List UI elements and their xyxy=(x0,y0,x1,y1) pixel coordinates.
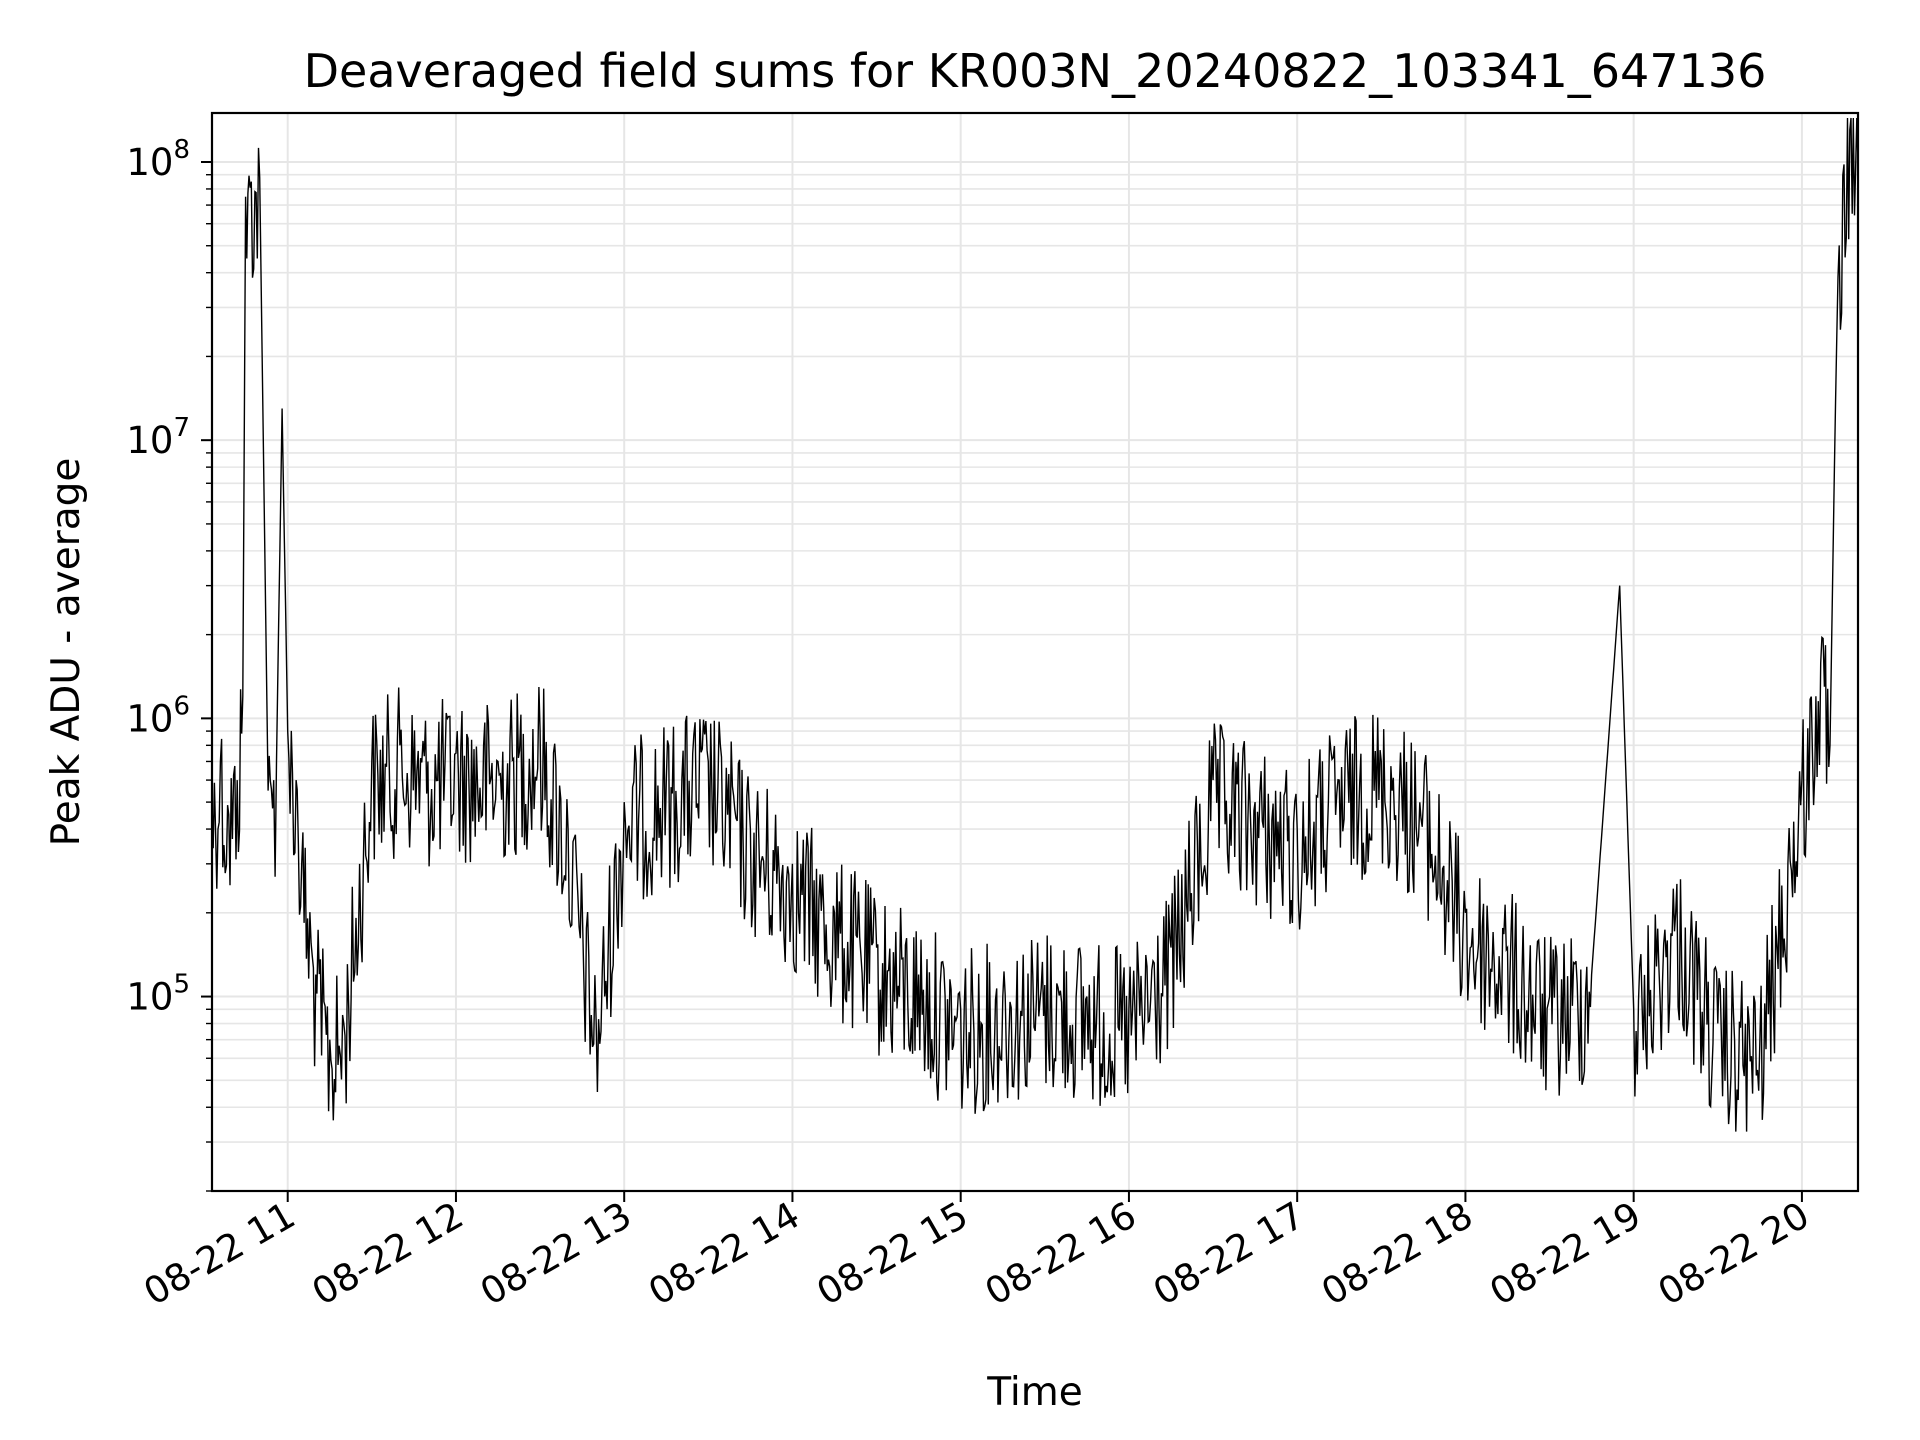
x-tick-label: 08-22 18 xyxy=(1314,1194,1480,1314)
x-tick-label: 08-22 16 xyxy=(978,1194,1144,1314)
y-tick-label: 108 xyxy=(126,135,190,184)
y-tick-label-exponent: 7 xyxy=(173,413,190,443)
y-tick-label: 105 xyxy=(126,970,190,1019)
x-tick-label: 08-22 12 xyxy=(305,1194,471,1314)
chart-title: Deaveraged field sums for KR003N_2024082… xyxy=(304,44,1767,98)
series-line xyxy=(211,117,1859,1132)
y-tick-label-exponent: 5 xyxy=(173,970,190,1000)
x-axis-title: Time xyxy=(986,1370,1082,1415)
y-tick-label-base: 10 xyxy=(126,141,173,184)
y-tick-label-base: 10 xyxy=(126,697,173,740)
y-tick-label-exponent: 8 xyxy=(173,135,190,165)
x-tick-label: 08-22 13 xyxy=(473,1194,639,1314)
y-tick-label: 106 xyxy=(126,691,190,740)
x-tick-label: 08-22 17 xyxy=(1146,1194,1312,1314)
plot-area xyxy=(211,117,1859,1132)
x-tick-label: 08-22 14 xyxy=(641,1194,807,1314)
x-tick-label: 08-22 19 xyxy=(1483,1194,1649,1314)
x-tick-label: 08-22 11 xyxy=(137,1194,303,1314)
y-tick-label-exponent: 6 xyxy=(173,691,190,721)
y-tick-label: 107 xyxy=(126,413,190,462)
y-axis-title: Peak ADU - average xyxy=(44,458,89,847)
y-tick-label-base: 10 xyxy=(126,419,173,462)
y-tick-label-base: 10 xyxy=(126,976,173,1019)
x-tick-label: 08-22 15 xyxy=(810,1194,976,1314)
x-tick-label: 08-22 20 xyxy=(1651,1194,1817,1314)
axes-frame xyxy=(210,111,1860,1193)
